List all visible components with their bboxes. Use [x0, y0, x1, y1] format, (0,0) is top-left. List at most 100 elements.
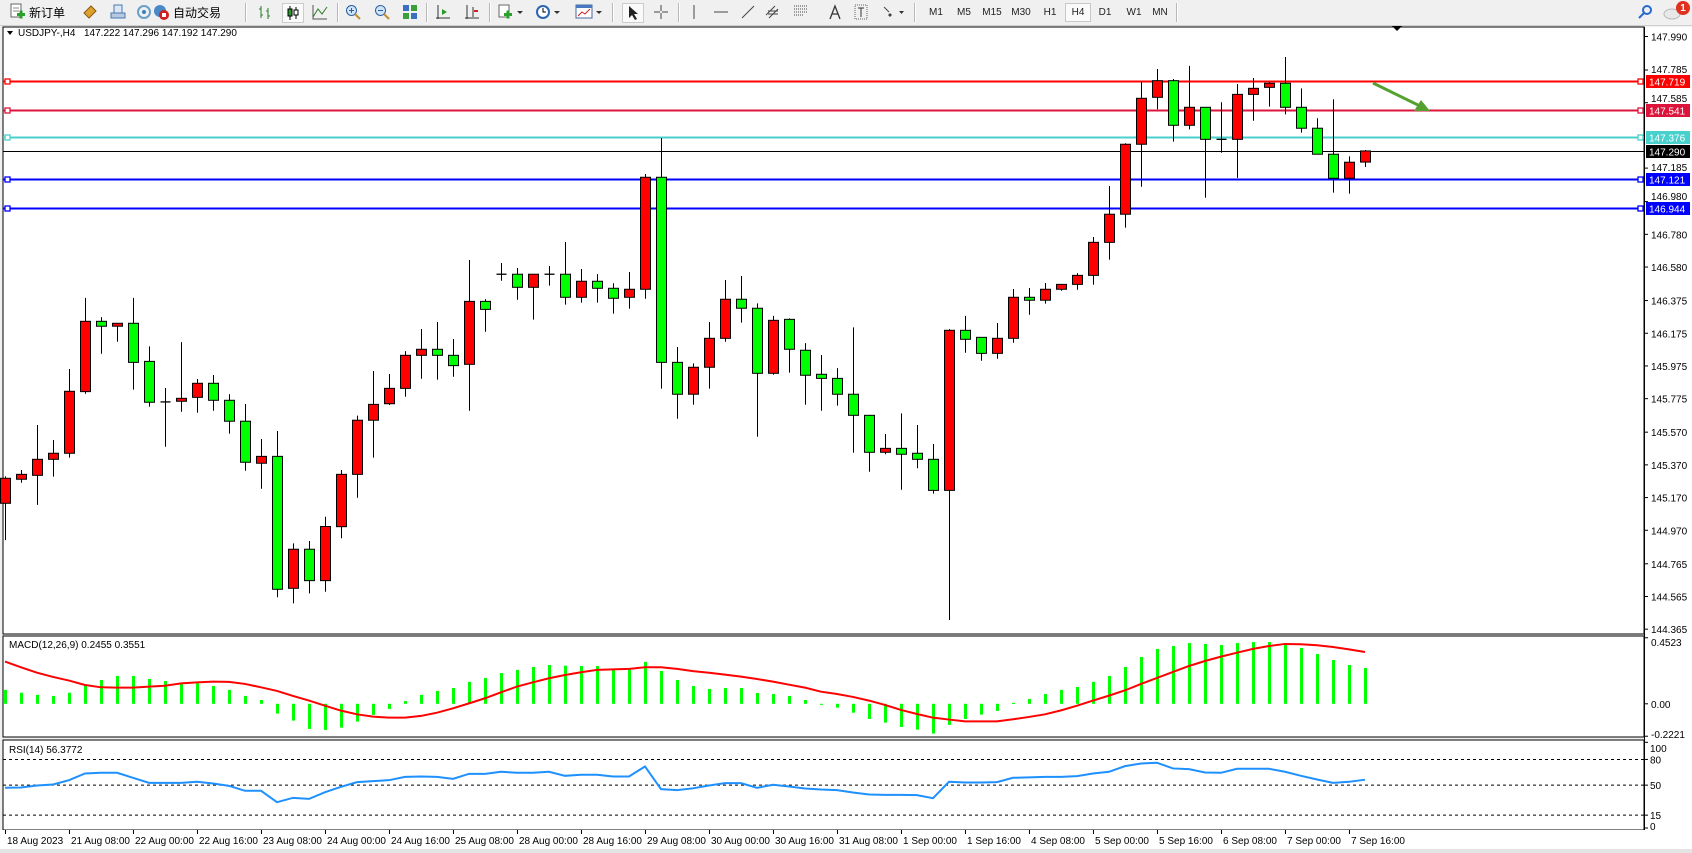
candle[interactable]: [544, 266, 555, 286]
line-handle[interactable]: [4, 134, 11, 141]
candle[interactable]: [240, 404, 251, 471]
candle[interactable]: [944, 329, 955, 621]
rsi-panel[interactable]: [2, 739, 1645, 831]
candle[interactable]: [1120, 143, 1131, 228]
candle[interactable]: [208, 374, 219, 411]
bar-chart-button[interactable]: [256, 3, 274, 21]
tile-windows-button[interactable]: [400, 3, 420, 21]
auto-trading-button[interactable]: 自动交易: [152, 3, 221, 21]
horizontal-line-button[interactable]: [711, 3, 731, 21]
candle[interactable]: [976, 336, 987, 361]
candlestick-button[interactable]: [282, 3, 304, 23]
timeframe-m30[interactable]: M30: [1011, 7, 1031, 18]
candle[interactable]: [352, 415, 363, 498]
candle[interactable]: [192, 379, 203, 413]
candle[interactable]: [1360, 149, 1371, 167]
candle[interactable]: [48, 440, 59, 477]
candle[interactable]: [64, 369, 75, 458]
time-axis[interactable]: [0, 830, 1692, 849]
candle[interactable]: [1200, 106, 1211, 198]
candle[interactable]: [1232, 84, 1243, 178]
crosshair-button[interactable]: [651, 3, 671, 21]
arrow-line[interactable]: [1372, 81, 1421, 108]
candle[interactable]: [16, 469, 27, 483]
timeframe-w1[interactable]: W1: [1126, 7, 1142, 18]
candle[interactable]: [400, 351, 411, 397]
line-handle[interactable]: [4, 78, 11, 85]
gold-book-button[interactable]: [80, 3, 100, 21]
candle[interactable]: [1344, 156, 1355, 194]
candle[interactable]: [1040, 283, 1051, 304]
main-panel[interactable]: [2, 26, 1645, 635]
price-axis[interactable]: [1644, 27, 1692, 830]
candle[interactable]: [736, 276, 747, 323]
candle[interactable]: [720, 279, 731, 342]
candle[interactable]: [912, 424, 923, 469]
text-label-button[interactable]: [852, 3, 870, 21]
cursor-button[interactable]: [622, 3, 644, 23]
candle[interactable]: [448, 338, 459, 377]
candle[interactable]: [1056, 283, 1067, 291]
indicators-button[interactable]: [496, 3, 526, 21]
chart-shift-button[interactable]: [433, 3, 453, 21]
candle[interactable]: [1088, 236, 1099, 285]
line-handle[interactable]: [1637, 78, 1644, 85]
candle[interactable]: [480, 299, 491, 332]
candle[interactable]: [224, 394, 235, 434]
candle[interactable]: [640, 174, 651, 299]
candle[interactable]: [128, 297, 139, 390]
auto-scroll-button[interactable]: [462, 3, 482, 21]
candle[interactable]: [176, 342, 187, 412]
line-handle[interactable]: [4, 107, 11, 114]
line-handle[interactable]: [1637, 134, 1644, 141]
candle[interactable]: [80, 297, 91, 394]
candle[interactable]: [1216, 102, 1227, 153]
candle[interactable]: [512, 268, 523, 300]
line-handle[interactable]: [1637, 205, 1644, 212]
candle[interactable]: [32, 424, 43, 505]
candle[interactable]: [496, 262, 507, 281]
candle[interactable]: [624, 271, 635, 309]
candle[interactable]: [848, 327, 859, 453]
candle[interactable]: [576, 268, 587, 303]
market-watch-button[interactable]: [108, 3, 128, 21]
templates-button[interactable]: [574, 3, 604, 21]
candle[interactable]: [112, 322, 123, 342]
candle[interactable]: [320, 516, 331, 592]
candle[interactable]: [816, 354, 827, 411]
candle[interactable]: [1264, 82, 1275, 107]
line-handle[interactable]: [1637, 176, 1644, 183]
candle[interactable]: [1328, 99, 1339, 193]
candle[interactable]: [1280, 56, 1291, 115]
channel-button[interactable]: [764, 3, 784, 21]
line-handle[interactable]: [1637, 107, 1644, 114]
candle[interactable]: [928, 443, 939, 494]
candle[interactable]: [160, 388, 171, 447]
candle[interactable]: [1248, 78, 1259, 121]
candle[interactable]: [960, 315, 971, 353]
macd-panel[interactable]: [2, 635, 1645, 738]
signals-button[interactable]: [134, 3, 154, 21]
candle[interactable]: [1168, 79, 1179, 142]
candle[interactable]: [992, 322, 1003, 359]
timeframe-h4[interactable]: H4: [1065, 3, 1091, 22]
line-handle[interactable]: [4, 205, 11, 212]
candle[interactable]: [528, 273, 539, 320]
candle[interactable]: [864, 414, 875, 472]
candle[interactable]: [608, 283, 619, 314]
timeframe-mn[interactable]: MN: [1152, 7, 1168, 18]
candle[interactable]: [1184, 65, 1195, 130]
candle[interactable]: [256, 439, 267, 489]
timeframe-d1[interactable]: D1: [1098, 7, 1112, 18]
chart-menu-triangle-icon[interactable]: [7, 31, 13, 35]
timeframe-h1[interactable]: H1: [1043, 7, 1057, 18]
timeframe-m15[interactable]: M15: [982, 7, 1002, 18]
candle[interactable]: [368, 371, 379, 458]
fibonacci-button[interactable]: [792, 3, 812, 21]
candle[interactable]: [336, 469, 347, 539]
zoom-in-button[interactable]: [343, 3, 363, 21]
candle[interactable]: [832, 368, 843, 406]
candle[interactable]: [384, 373, 395, 406]
search-button[interactable]: [1636, 3, 1654, 21]
